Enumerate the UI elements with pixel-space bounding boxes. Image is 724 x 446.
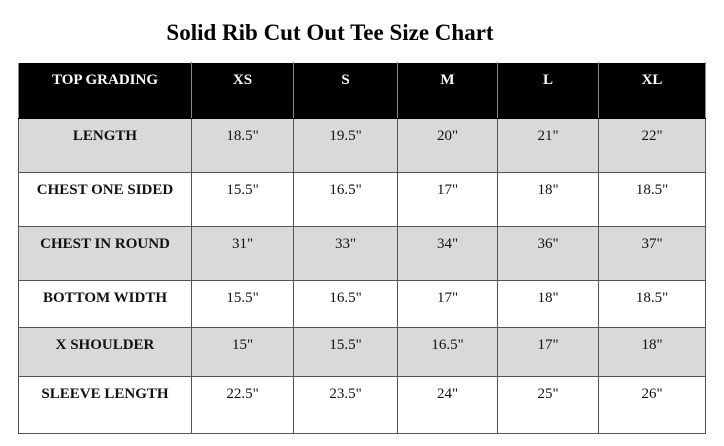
row-label: LENGTH xyxy=(18,118,192,173)
row-label: CHEST IN ROUND xyxy=(18,226,192,281)
table-cell: 15" xyxy=(191,327,294,377)
table-cell: 18.5" xyxy=(191,118,294,173)
column-header: S xyxy=(293,62,398,119)
row-label: X SHOULDER xyxy=(18,327,192,377)
table-cell: 20" xyxy=(397,118,498,173)
table-row: BOTTOM WIDTH 15.5" 16.5" 17" 18" 18.5" xyxy=(18,280,706,328)
table-cell: 17" xyxy=(497,327,599,377)
table-cell: 17" xyxy=(397,280,498,328)
row-label: BOTTOM WIDTH xyxy=(18,280,192,328)
table-cell: 24" xyxy=(397,376,498,434)
table-cell: 23.5" xyxy=(293,376,398,434)
row-label: SLEEVE LENGTH xyxy=(18,376,192,434)
table-cell: 18" xyxy=(598,327,706,377)
header-row: TOP GRADING XS S M L XL xyxy=(18,62,706,119)
size-table: TOP GRADING XS S M L XL LENGTH 18.5" 19.5" 20" 21… xyxy=(18,62,706,434)
table-cell: 15.5" xyxy=(293,327,398,377)
table-cell: 18.5" xyxy=(598,280,706,328)
row-label: CHEST ONE SIDED xyxy=(18,172,192,227)
table-cell: 22.5" xyxy=(191,376,294,434)
table-cell: 16.5" xyxy=(293,172,398,227)
table-cell: 18" xyxy=(497,280,599,328)
table-cell: 25" xyxy=(497,376,599,434)
table-cell: 18" xyxy=(497,172,599,227)
table-cell: 33" xyxy=(293,226,398,281)
table-cell: 22" xyxy=(598,118,706,173)
table-cell: 15.5" xyxy=(191,172,294,227)
table-cell: 15.5" xyxy=(191,280,294,328)
table-cell: 17" xyxy=(397,172,498,227)
table-cell: 34" xyxy=(397,226,498,281)
column-header: M xyxy=(397,62,498,119)
column-header: XL xyxy=(598,62,706,119)
table-cell: 37" xyxy=(598,226,706,281)
table-cell: 16.5" xyxy=(293,280,398,328)
column-header: TOP GRADING xyxy=(18,62,192,119)
table-cell: 21" xyxy=(497,118,599,173)
table-cell: 16.5" xyxy=(397,327,498,377)
table-cell: 26" xyxy=(598,376,706,434)
column-header: L xyxy=(497,62,599,119)
table-row: LENGTH 18.5" 19.5" 20" 21" 22" xyxy=(18,118,706,173)
table-cell: 19.5" xyxy=(293,118,398,173)
table-cell: 36" xyxy=(497,226,599,281)
table-cell: 18.5" xyxy=(598,172,706,227)
table-cell: 31" xyxy=(191,226,294,281)
table-body: LENGTH 18.5" 19.5" 20" 21" 22" CHEST ONE SIDED… xyxy=(18,118,706,434)
column-header: XS xyxy=(191,62,294,119)
table-row: X SHOULDER 15" 15.5" 16.5" 17" 18" xyxy=(18,327,706,377)
table-row: CHEST IN ROUND 31" 33" 34" 36" 37" xyxy=(18,226,706,281)
table-row: SLEEVE LENGTH 22.5" 23.5" 24" 25" 26" xyxy=(18,376,706,434)
table-row: CHEST ONE SIDED 15.5" 16.5" 17" 18" 18.5" xyxy=(18,172,706,227)
title: Solid Rib Cut Out Tee Size Chart xyxy=(166,20,494,45)
